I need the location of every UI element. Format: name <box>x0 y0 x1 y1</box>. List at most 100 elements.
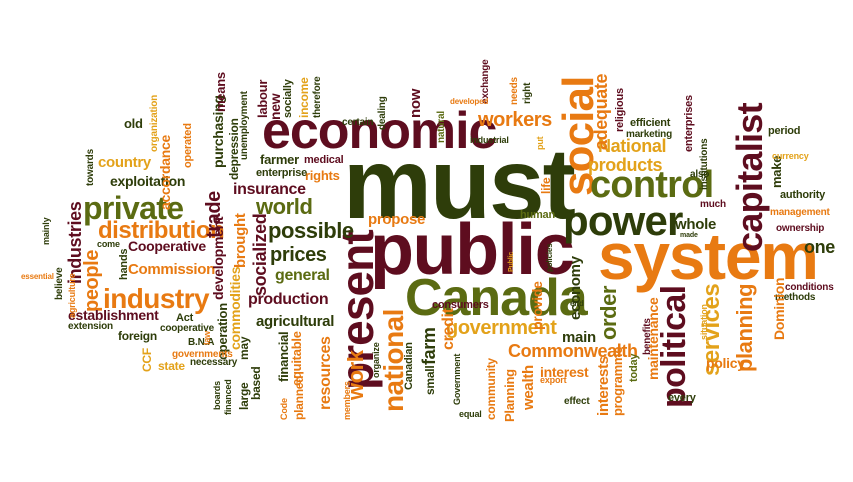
word-operated: operated <box>182 123 194 168</box>
word-policy: policy <box>706 355 745 371</box>
word-foreign: foreign <box>118 329 157 343</box>
word-organization: organization <box>149 94 160 152</box>
word-interests: interests <box>595 356 612 416</box>
word-production: production <box>248 291 329 308</box>
word-canada: Canada <box>405 269 588 327</box>
word-economic: economic <box>262 102 497 160</box>
word-country: country <box>98 154 151 171</box>
word-government: Government <box>452 353 462 405</box>
word-put: put <box>535 136 545 150</box>
word-members: members <box>342 381 352 420</box>
word-boards: boards <box>212 381 222 410</box>
word-organize: organize <box>371 342 381 378</box>
word-distribution: distribution <box>98 217 225 244</box>
word-cooperative: Cooperative <box>128 238 206 254</box>
word-cooperative: cooperative <box>160 323 214 334</box>
word-financed: financed <box>223 379 233 415</box>
word-order: order <box>596 285 621 340</box>
word-certain: certain <box>342 117 374 128</box>
word-now: now <box>407 88 424 118</box>
word-agricultural: agricultural <box>256 313 335 330</box>
word-extension: extension <box>68 321 113 332</box>
word-agriculture: agriculture <box>67 273 77 318</box>
word-believe: believe <box>54 267 65 300</box>
word-export: export <box>540 375 567 385</box>
word-whole: whole <box>675 216 717 233</box>
word-old: old <box>124 116 143 131</box>
word-planning: Planning <box>502 369 517 422</box>
word-life: life <box>539 177 553 194</box>
word-private: private <box>83 190 184 226</box>
word-system: system <box>598 219 819 293</box>
word-wealth: wealth <box>520 365 537 410</box>
word-workers: workers <box>478 109 552 131</box>
word-economy: economy <box>567 256 584 320</box>
word-marketing: marketing <box>626 129 672 140</box>
word-planned: planned <box>292 375 306 420</box>
word-one: one <box>804 237 835 257</box>
word-socialized: socialized <box>250 213 270 296</box>
word-made: made <box>680 232 698 239</box>
word-currency: currency <box>772 151 809 161</box>
word-world: world <box>256 194 313 219</box>
word-community: community <box>484 358 498 420</box>
word-means: means <box>213 72 228 112</box>
word-dominion: Dominion <box>771 277 787 340</box>
word-also: also <box>690 169 710 180</box>
word-industrial: industrial <box>470 135 509 145</box>
word-insurance: insurance <box>233 181 306 198</box>
word-new: new <box>267 93 283 120</box>
word-act: Act <box>176 312 194 324</box>
word-main: main <box>562 329 596 346</box>
word-much: much <box>700 199 726 210</box>
word-natural: natural <box>436 111 447 143</box>
word-public: Public <box>508 251 515 272</box>
word-policies: policies <box>545 243 554 272</box>
word-government: government <box>446 317 557 339</box>
word-small: small <box>423 365 437 396</box>
word-industry: industry <box>103 283 210 314</box>
word-financial: financial <box>276 331 291 382</box>
word-today: today <box>628 353 640 382</box>
word-period: period <box>768 125 801 137</box>
word-interest: interest <box>540 364 589 380</box>
word-provide: provide <box>529 281 545 330</box>
word-credit: credit <box>440 308 457 350</box>
word-essential: essential <box>21 272 54 281</box>
word-right: right <box>522 82 533 104</box>
word-institutions: institutions <box>699 138 710 190</box>
word-farm: farm <box>419 327 439 365</box>
word-may: may <box>237 336 251 360</box>
word-public: public <box>370 210 575 290</box>
word-ownership: ownership <box>776 223 825 234</box>
word-based: based <box>249 366 263 400</box>
word-enterprise: enterprise <box>256 167 307 179</box>
word-income: income <box>297 77 311 118</box>
word-products: products <box>588 155 663 175</box>
word-governments: governments <box>172 349 233 360</box>
word-hands: hands <box>118 248 130 280</box>
word-accordance: accordance <box>157 134 173 210</box>
word-canadian: Canadian <box>403 342 415 390</box>
word-dealing: dealing <box>377 96 388 130</box>
word-commission: Commission <box>128 261 216 278</box>
word-brought: brought <box>232 213 249 268</box>
word-must: must <box>343 128 576 240</box>
word-towards: towards <box>85 149 96 186</box>
word-people: people <box>81 249 103 312</box>
word-unemployment: unemployment <box>239 91 250 160</box>
word-possible: possible <box>268 218 354 243</box>
word-national: National <box>598 136 667 156</box>
word-needs: needs <box>509 77 520 105</box>
word-code: Code <box>279 398 289 420</box>
word-b-n-a: B.N.A <box>188 337 215 348</box>
word-necessary: necessary <box>190 357 238 368</box>
word-come: come <box>97 239 120 249</box>
word-every: every <box>668 392 696 404</box>
word-maintenance: maintenance <box>645 297 661 380</box>
word-programme: programme <box>610 346 625 416</box>
word-development: development <box>210 216 226 300</box>
word-industries: industries <box>65 201 85 284</box>
word-prices: prices <box>270 244 327 266</box>
